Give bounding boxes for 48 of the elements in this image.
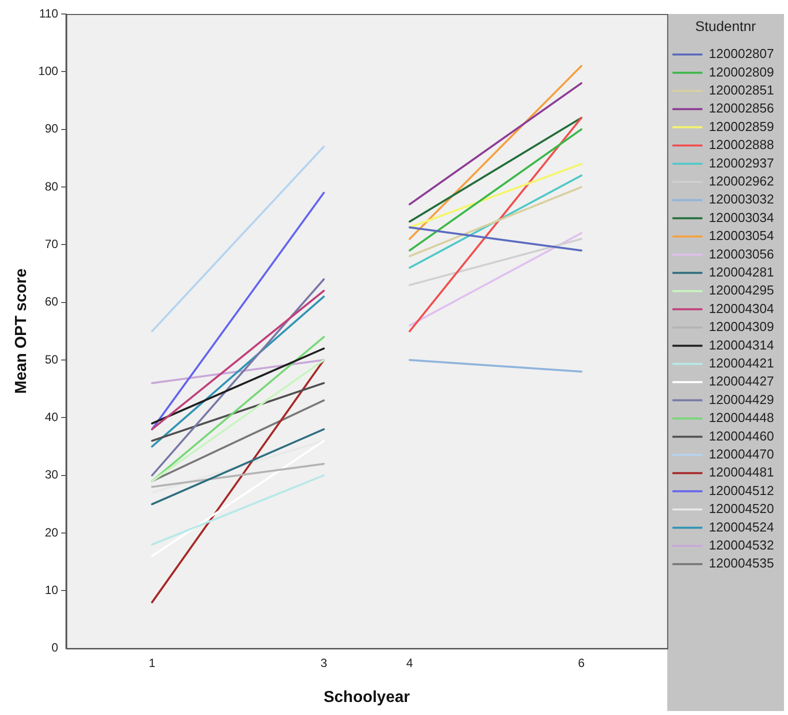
legend-label: 120003034 [708,210,774,225]
legend-label: 120004309 [708,319,774,334]
legend-label: 120004481 [708,464,774,480]
y-tick-label: 0 [52,640,59,655]
y-tick-label: 40 [44,410,59,424]
legend-label: 120004470 [708,446,774,462]
legend-label: 120004520 [708,501,774,516]
legend-label: 120004421 [708,355,774,370]
x-tick-label: 6 [578,656,586,670]
legend-label: 120004281 [708,264,774,280]
legend-label: 120003032 [708,192,774,207]
x-axis-title: Schoolyear [324,688,410,706]
x-tick-label: 3 [320,656,328,670]
legend-title: Studentnr [695,18,756,34]
y-tick-label: 80 [44,179,59,194]
legend-label: 120004460 [708,428,774,444]
legend-label: 120004304 [708,300,774,316]
legend-label: 120004524 [708,519,774,534]
y-tick-label: 20 [44,525,59,540]
legend-label: 120002807 [708,46,774,62]
legend-label: 120004448 [708,410,774,426]
legend-label: 120004535 [708,556,774,571]
y-tick-label: 30 [44,468,59,482]
x-tick-label: 4 [406,656,414,670]
y-tick-label: 60 [44,294,59,309]
legend-label: 120002962 [708,173,774,188]
y-tick-label: 100 [38,64,59,78]
legend-label: 120003056 [708,246,774,262]
y-tick-label: 70 [44,237,59,252]
legend-label: 120002859 [708,118,774,134]
y-axis-title: Mean OPT score [13,268,30,394]
legend-label: 120002856 [708,100,774,116]
legend-label: 120002809 [708,64,774,80]
legend-label: 120002888 [708,137,774,152]
y-tick-label: 110 [39,6,59,20]
legend-label: 120002937 [708,155,774,170]
legend-label: 120003054 [708,228,774,244]
legend-label: 120004512 [708,482,774,498]
legend-label: 120004314 [708,337,774,352]
legend-label: 120002851 [708,82,774,98]
y-tick-label: 10 [44,583,59,598]
y-tick-label: 50 [44,352,59,366]
x-tick-label: 1 [148,656,156,670]
legend-label: 120004295 [708,282,774,298]
legend-label: 120004429 [708,392,774,407]
y-tick-label: 90 [44,122,59,136]
legend-label: 120004532 [708,537,774,552]
legend-label: 120004427 [708,374,774,389]
